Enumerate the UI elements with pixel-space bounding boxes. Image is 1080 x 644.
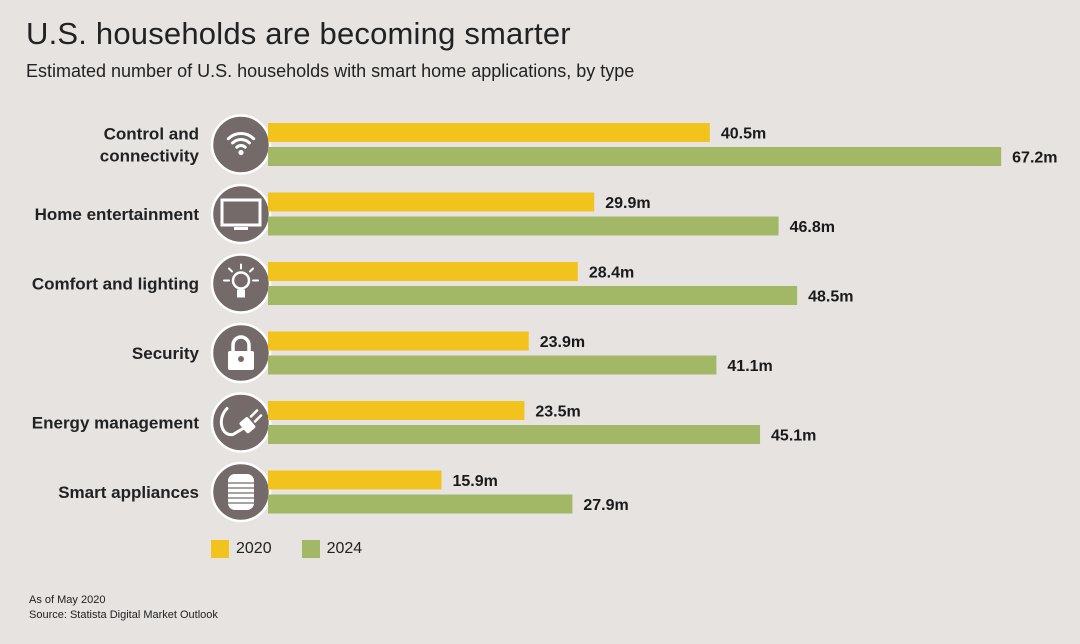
legend: 2020 2024	[211, 540, 392, 558]
tv-icon	[210, 183, 272, 245]
bar-2020	[268, 262, 578, 281]
value-label-2020: 29.9m	[605, 195, 650, 212]
wifi-icon	[210, 114, 272, 175]
category-label: Smart appliances	[58, 483, 199, 502]
chart-title: U.S. households are becoming smarter	[26, 16, 571, 51]
bar-2024	[268, 286, 798, 305]
chart-subtitle: Estimated number of U.S. households with…	[26, 61, 635, 81]
value-label-2020: 28.4m	[589, 265, 634, 282]
value-label-2020: 23.9m	[540, 334, 585, 351]
value-label-2020: 23.5m	[535, 404, 580, 421]
value-label-2024: 67.2m	[1012, 150, 1057, 167]
category-row: Energy management 23.5m 45.1m	[32, 392, 816, 453]
legend-swatch-2024	[301, 540, 320, 558]
bar-2020	[268, 123, 710, 142]
legend-label-2020: 2020	[236, 540, 272, 557]
value-label-2020: 15.9m	[452, 473, 497, 490]
value-label-2024: 48.5m	[808, 289, 853, 306]
bar-2020	[268, 331, 529, 351]
category-label: Control and	[104, 125, 199, 144]
category-label: Home entertainment	[35, 205, 200, 224]
value-label-2024: 27.9m	[583, 497, 628, 514]
plug-icon	[210, 392, 272, 453]
lock-icon	[210, 322, 272, 384]
legend-label-2024: 2024	[326, 540, 363, 557]
legend-item-2020: 2020	[211, 540, 272, 558]
category-label: connectivity	[100, 147, 200, 166]
appliance-icon	[210, 461, 272, 523]
legend-swatch-2020	[211, 540, 229, 558]
legend-item-2024: 2024	[301, 540, 363, 558]
category-row: Smart appliances 15.9m 27.9m	[58, 461, 629, 523]
category-row: Comfort and lighting 28.4m 48.5m	[32, 253, 854, 314]
bar-2024	[268, 355, 717, 375]
category-label: Security	[132, 344, 200, 363]
category-row: Home entertainment 29.9m 46.8m	[35, 183, 835, 245]
bar-2024	[268, 216, 779, 236]
footnote-date: As of May 2020	[29, 594, 106, 606]
category-label: Energy management	[32, 414, 200, 433]
value-label-2024: 46.8m	[790, 219, 835, 236]
footnote-source: Source: Statista Digital Market Outlook	[29, 609, 218, 621]
category-row: Security 23.9m 41.1m	[132, 322, 773, 384]
bar-2024	[268, 494, 573, 514]
value-label-2020: 40.5m	[721, 126, 766, 143]
bar-2020	[268, 192, 595, 212]
icon-circle	[210, 253, 272, 314]
bar-2024	[268, 425, 761, 444]
category-row: Control and connectivity 40.5m 67.2m	[100, 114, 1058, 175]
lightbulb-icon	[210, 253, 272, 314]
value-label-2024: 41.1m	[727, 358, 772, 375]
value-label-2024: 45.1m	[771, 428, 816, 445]
bar-2024	[268, 147, 1002, 166]
category-label: Comfort and lighting	[32, 275, 199, 294]
bar-2020	[268, 401, 525, 420]
bar-2020	[268, 470, 442, 490]
